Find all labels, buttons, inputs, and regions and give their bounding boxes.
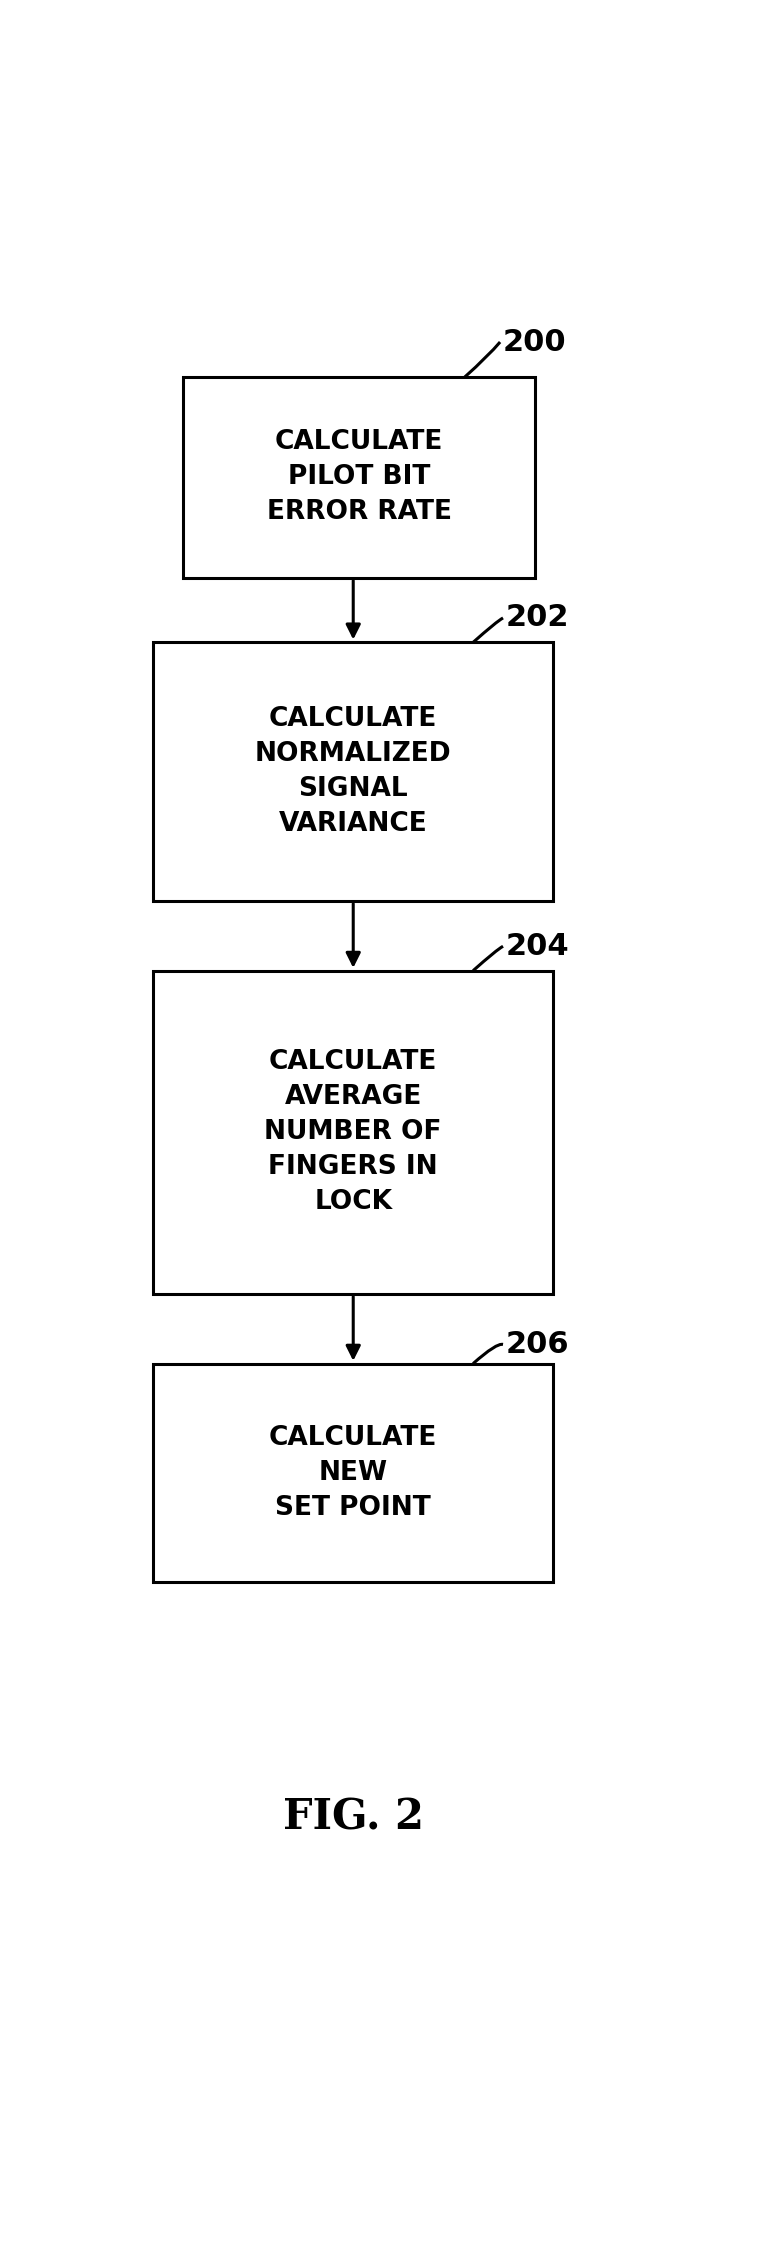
- Text: CALCULATE
NORMALIZED
SIGNAL
VARIANCE: CALCULATE NORMALIZED SIGNAL VARIANCE: [255, 705, 452, 837]
- Text: 200: 200: [503, 327, 567, 356]
- Text: CALCULATE
AVERAGE
NUMBER OF
FINGERS IN
LOCK: CALCULATE AVERAGE NUMBER OF FINGERS IN L…: [265, 1050, 442, 1216]
- Text: CALCULATE
PILOT BIT
ERROR RATE: CALCULATE PILOT BIT ERROR RATE: [267, 429, 452, 526]
- Bar: [153, 971, 553, 1293]
- Text: 204: 204: [506, 932, 569, 962]
- Bar: [153, 1363, 553, 1583]
- Bar: [183, 376, 535, 578]
- Text: FIG. 2: FIG. 2: [283, 1796, 424, 1839]
- Bar: [153, 642, 553, 900]
- Text: 206: 206: [506, 1329, 569, 1359]
- Text: 202: 202: [506, 603, 569, 633]
- Text: CALCULATE
NEW
SET POINT: CALCULATE NEW SET POINT: [269, 1424, 437, 1522]
